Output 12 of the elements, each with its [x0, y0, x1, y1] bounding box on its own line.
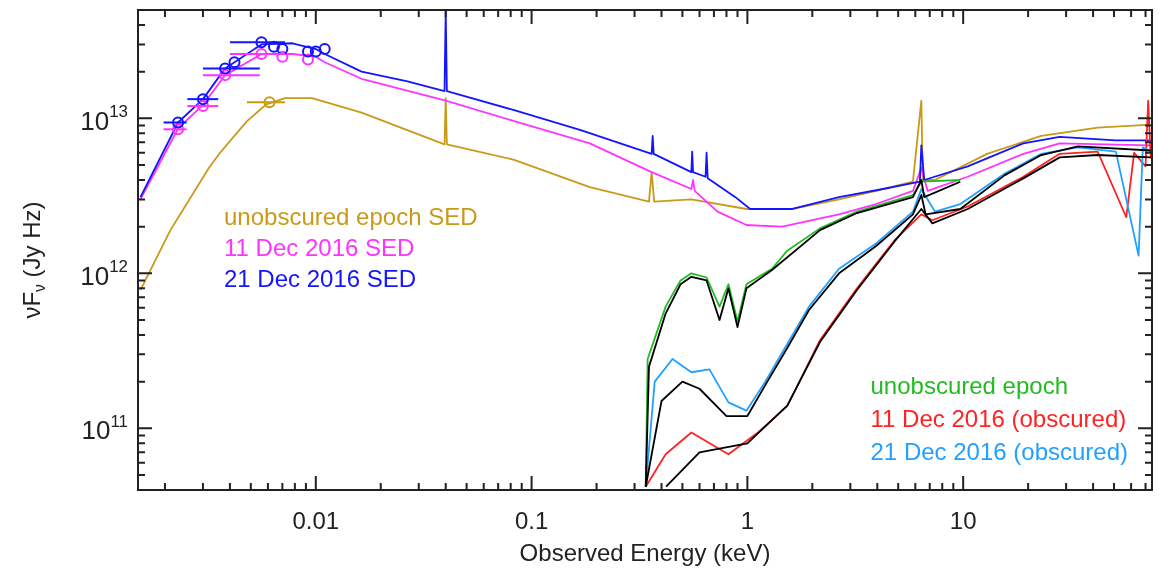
text: unobscured epoch	[870, 371, 1068, 399]
text: 11 Dec 2016 (obscured)	[870, 404, 1127, 432]
x-axis-title: Observed Energy (keV)	[519, 538, 771, 566]
x-tick-label: 0.1	[514, 506, 549, 534]
text: 21 Dec 2016 (obscured)	[870, 437, 1128, 465]
text: 21 Dec 2016 SED	[224, 264, 417, 292]
text: 11 Dec 2016 SED	[224, 233, 415, 261]
series-label: unobscured epoch SED	[224, 202, 478, 230]
x-tick-label: 1	[740, 506, 755, 534]
x-tick-label: 0.01	[292, 506, 340, 534]
x-tick-label: 10	[949, 506, 977, 534]
y-axis-title: νFν (Jy Hz)	[17, 201, 48, 319]
